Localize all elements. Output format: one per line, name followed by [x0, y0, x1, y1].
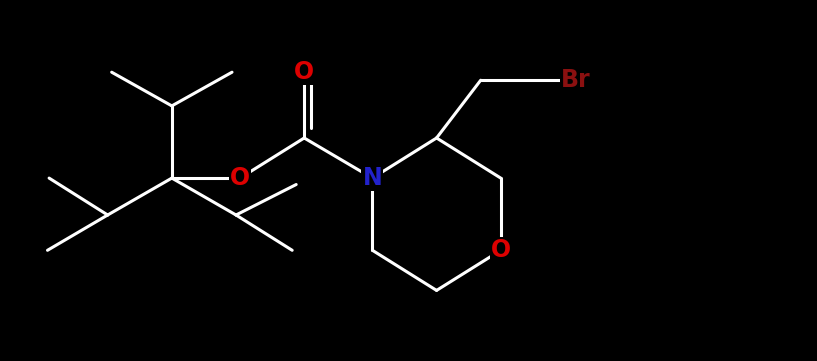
Text: O: O	[294, 60, 315, 84]
Text: N: N	[363, 166, 382, 190]
Text: Br: Br	[561, 68, 591, 92]
Text: O: O	[230, 166, 250, 190]
Text: O: O	[491, 238, 511, 262]
